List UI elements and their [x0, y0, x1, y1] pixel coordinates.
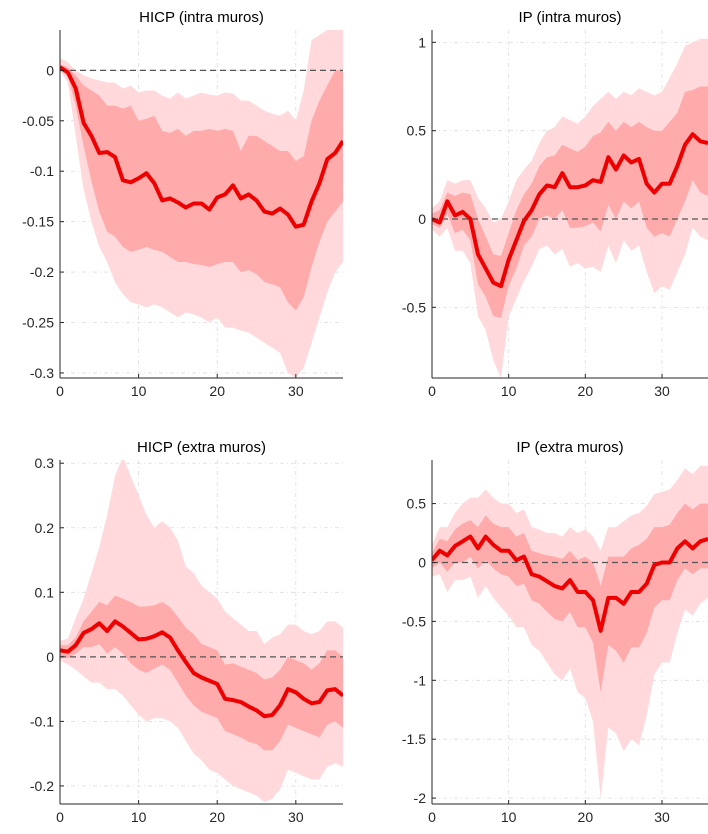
y-tick-label: -0.2	[30, 264, 54, 280]
x-tick-label: 0	[56, 809, 64, 825]
plot-content	[60, 460, 343, 804]
x-tick-label: 0	[56, 383, 64, 399]
y-tick-label: -0.1	[30, 713, 54, 729]
x-tick-label: 30	[654, 809, 670, 825]
y-tick-label: 0.2	[35, 520, 55, 536]
y-tick-label: -0.5	[402, 299, 426, 315]
median-response-line	[60, 619, 343, 719]
median-response-line	[432, 534, 708, 633]
y-tick-label: -1.5	[402, 731, 426, 747]
y-tick-label: -2	[414, 790, 427, 806]
y-tick-label: -0.3	[30, 365, 54, 381]
y-tick-label: -0.5	[402, 613, 426, 629]
y-tick-label: 0	[46, 62, 54, 78]
x-tick-label: 30	[654, 383, 670, 399]
panel-ip-extra-muros: 0 10 20 30 0.5 0 -0.5 -1 -1.5 -2 IP (extra muros)	[402, 439, 708, 825]
y-tick-label: 0.5	[407, 123, 427, 139]
x-tick-label: 20	[209, 809, 225, 825]
median-response-line	[60, 65, 343, 229]
y-tick-label: -0.15	[22, 214, 54, 230]
chart-title: HICP (extra muros)	[137, 439, 266, 456]
plot-content	[432, 30, 708, 378]
y-tick-label: -0.2	[30, 778, 54, 794]
inner-confidence-band	[432, 86, 708, 318]
x-tick-label: 30	[288, 383, 304, 399]
y-tick-label: -1	[414, 672, 427, 688]
y-tick-label: 0.3	[35, 455, 55, 471]
y-tick-label: 0	[418, 554, 426, 570]
plot-content	[60, 30, 343, 378]
x-tick-label: 20	[578, 809, 594, 825]
chart-title: HICP (intra muros)	[139, 9, 264, 26]
plot-content	[432, 460, 708, 804]
panel-hicp-intra-muros: 0 10 20 30 0 -0.05 -0.1 -0.15 -0.2 -0.25 -0.3 HICP …	[22, 9, 343, 399]
inner-confidence-band	[60, 64, 343, 311]
x-tick-label: 30	[288, 809, 304, 825]
x-tick-label: 0	[428, 383, 436, 399]
x-tick-label: 20	[578, 383, 594, 399]
median-response-line	[432, 132, 708, 289]
y-tick-label: -0.1	[30, 163, 54, 179]
x-tick-label: 20	[209, 383, 225, 399]
x-tick-label: 10	[131, 809, 147, 825]
x-tick-label: 10	[501, 383, 517, 399]
y-tick-label: -0.25	[22, 315, 54, 331]
x-tick-label: 10	[501, 809, 517, 825]
y-tick-label: 0	[46, 649, 54, 665]
panel-ip-intra-muros: 0 10 20 30 1 0.5 0 -0.5 IP (intra muros)	[402, 9, 708, 399]
x-tick-label: 10	[131, 383, 147, 399]
y-tick-label: 1	[418, 34, 426, 50]
y-tick-label: 0	[418, 211, 426, 227]
chart-title: IP (extra muros)	[516, 439, 623, 456]
y-tick-label: 0.1	[35, 584, 55, 600]
chart-title: IP (intra muros)	[518, 9, 621, 26]
y-tick-label: -0.05	[22, 113, 54, 129]
x-tick-label: 0	[428, 809, 436, 825]
panel-hicp-extra-muros: 0 10 20 30 0.3 0.2 0.1 0 -0.1 -0.2 HICP (extra mur…	[30, 439, 343, 825]
y-tick-label: 0.5	[407, 496, 427, 512]
